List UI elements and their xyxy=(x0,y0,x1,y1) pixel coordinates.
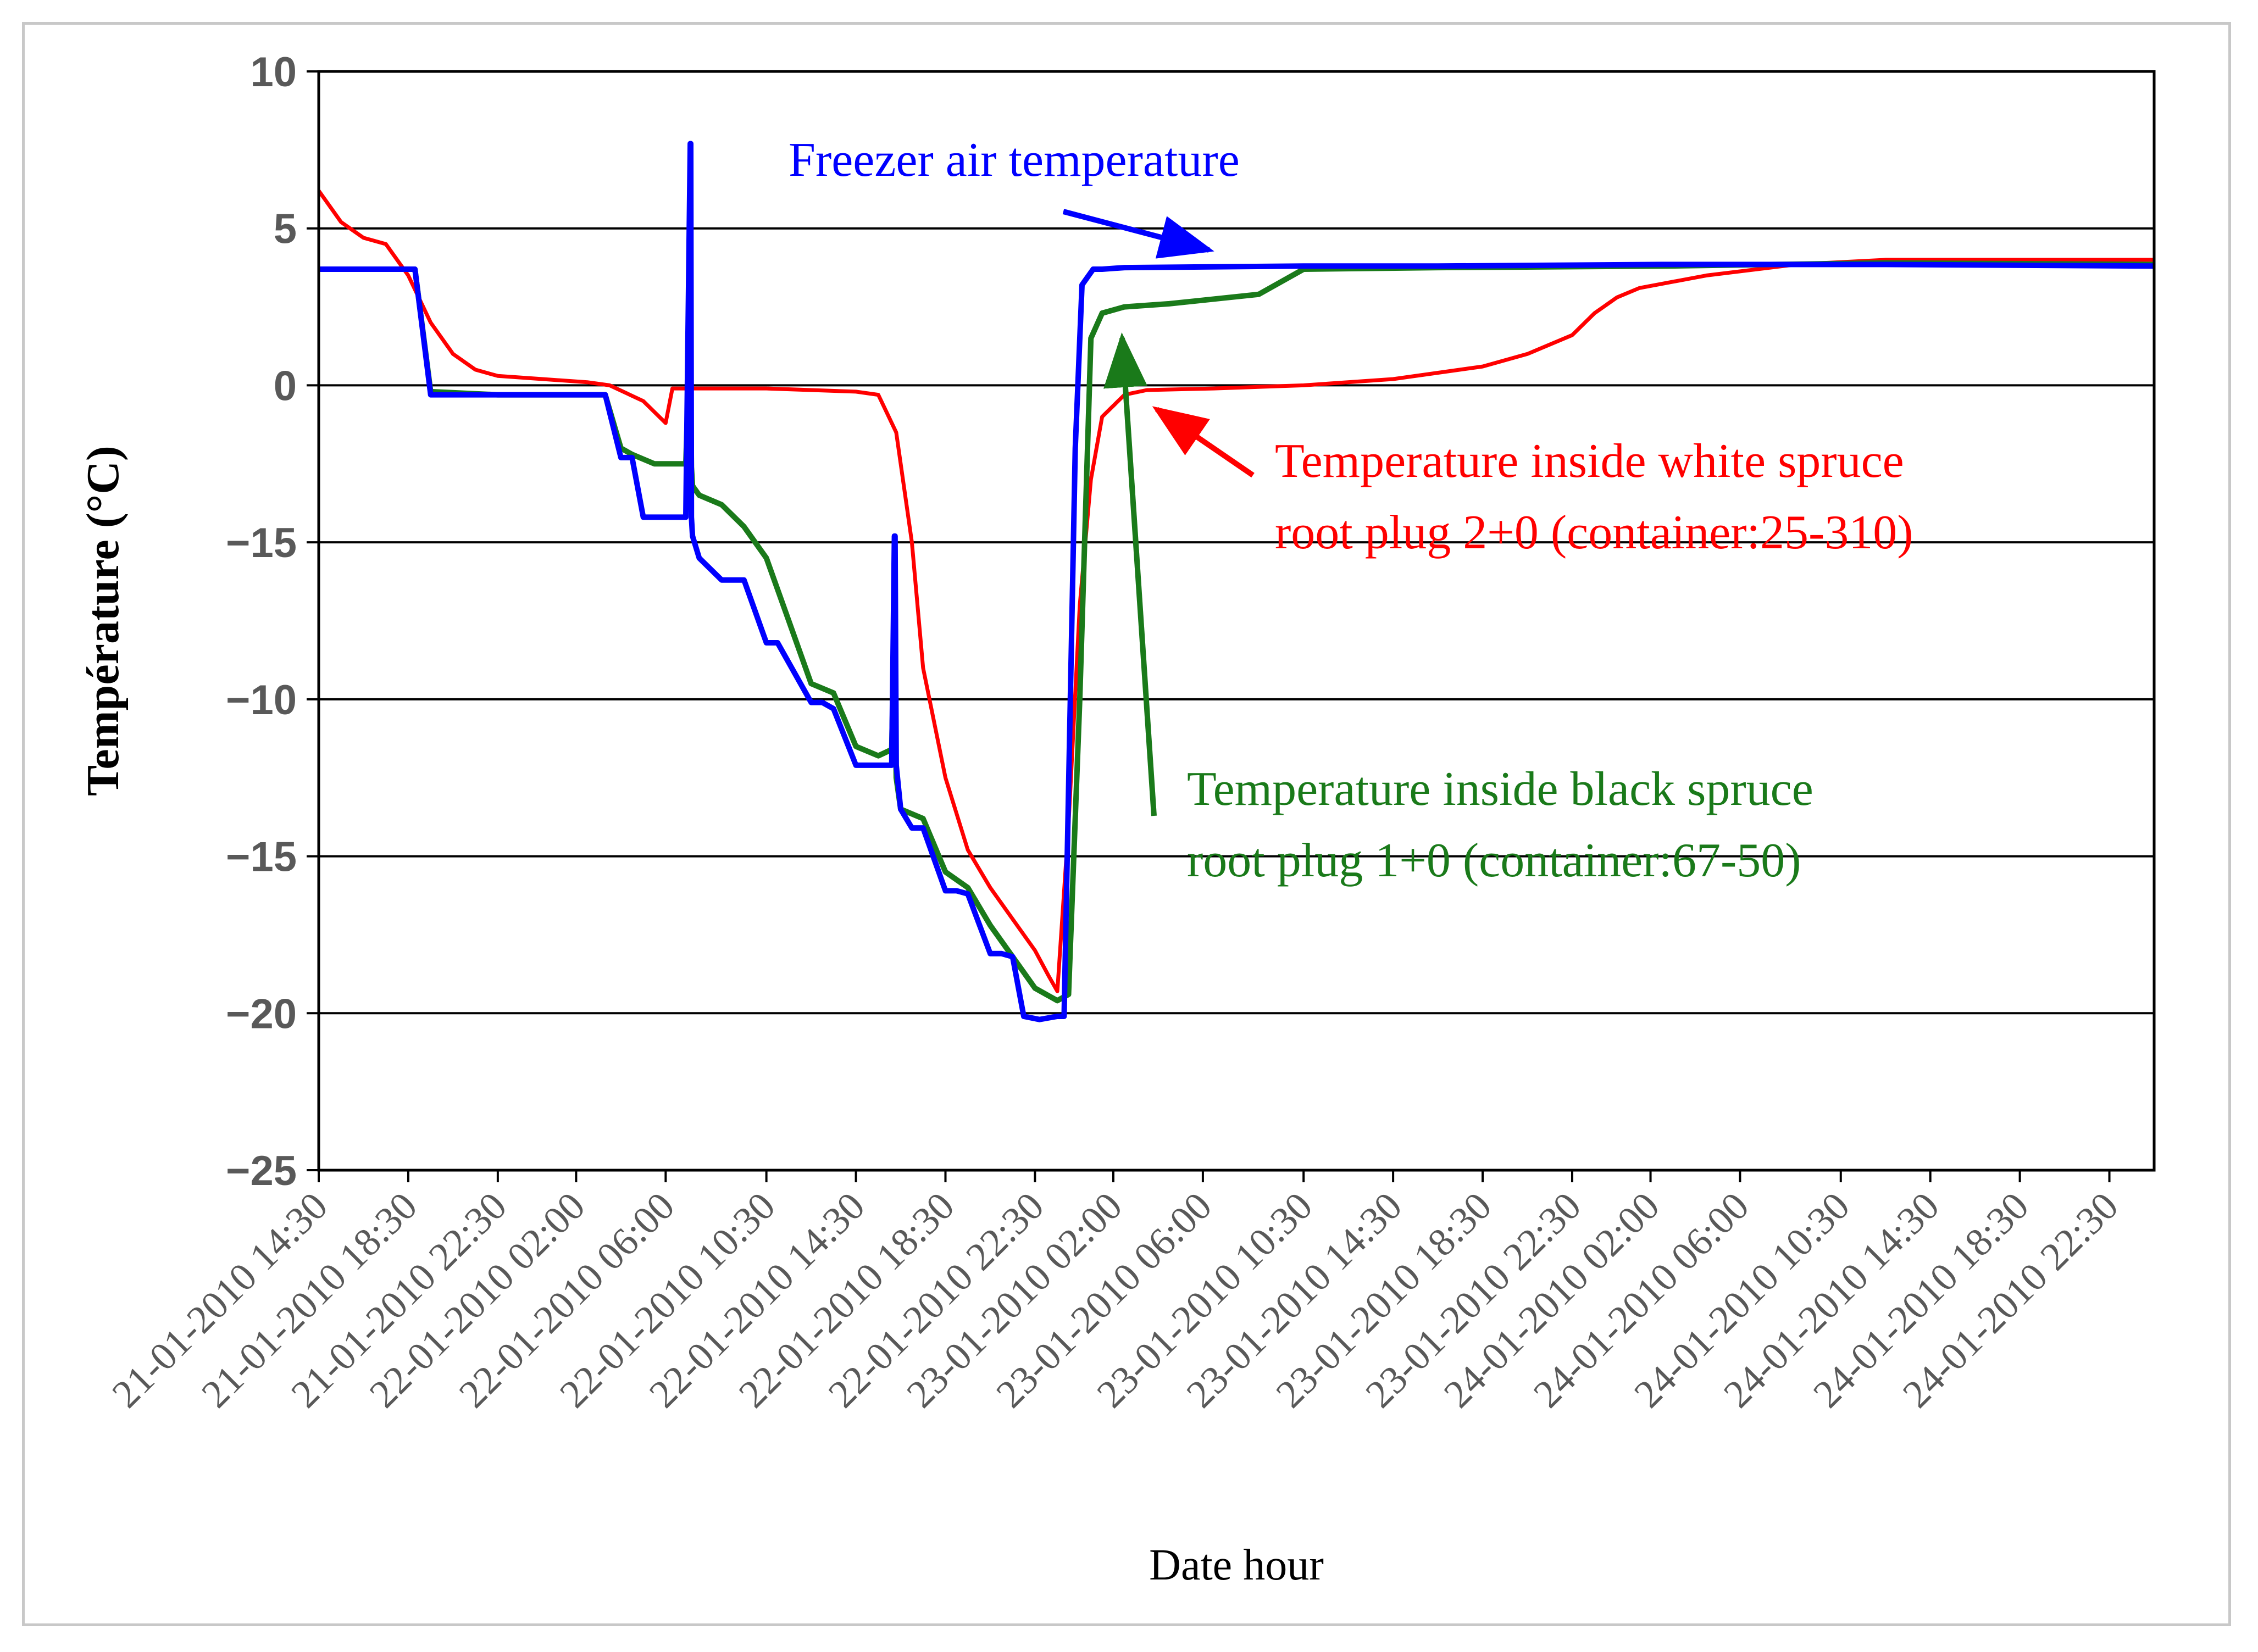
y-axis-ticks: 10 5 0 −15 −10 −15 −20 −25 xyxy=(226,49,319,1194)
arrow-white-spruce xyxy=(1152,406,1255,478)
arrow-freezer-air xyxy=(1062,209,1214,259)
y-tick-label: 0 xyxy=(274,363,297,409)
y-axis-title: Température (°C) xyxy=(77,446,129,796)
annotation-white-spruce-line1: Temperature inside white spruce xyxy=(1275,435,1904,488)
figure-frame xyxy=(22,22,2231,1626)
series-line-white-spruce xyxy=(317,190,2154,993)
annotation-black-spruce-line1: Temperature inside black spruce xyxy=(1187,763,1813,816)
y-tick-label: −15 xyxy=(226,520,297,566)
y-tick-label: −20 xyxy=(226,991,297,1037)
x-axis-title: Date hour xyxy=(1149,1541,1324,1589)
y-tick-label: −10 xyxy=(226,677,297,724)
series-layer xyxy=(317,141,2155,1022)
annotation-black-spruce-line2: root plug 1+0 (container:67-50) xyxy=(1187,834,1801,887)
annotation-freezer-air: Freezer air temperature xyxy=(789,134,1240,187)
arrow-black-spruce xyxy=(1103,332,1157,816)
annotation-white-spruce-line2: root plug 2+0 (container:25-310) xyxy=(1275,506,1913,559)
series-line-black-spruce xyxy=(319,260,2155,1004)
gridlines xyxy=(319,227,2154,1015)
plot-area-border xyxy=(317,70,2156,1172)
series-line-freezer-air xyxy=(319,141,2155,1022)
y-tick-label: −15 xyxy=(226,834,297,881)
y-tick-label: 5 xyxy=(274,206,297,253)
y-tick-label: 10 xyxy=(250,49,297,96)
y-tick-label: −25 xyxy=(226,1148,297,1194)
